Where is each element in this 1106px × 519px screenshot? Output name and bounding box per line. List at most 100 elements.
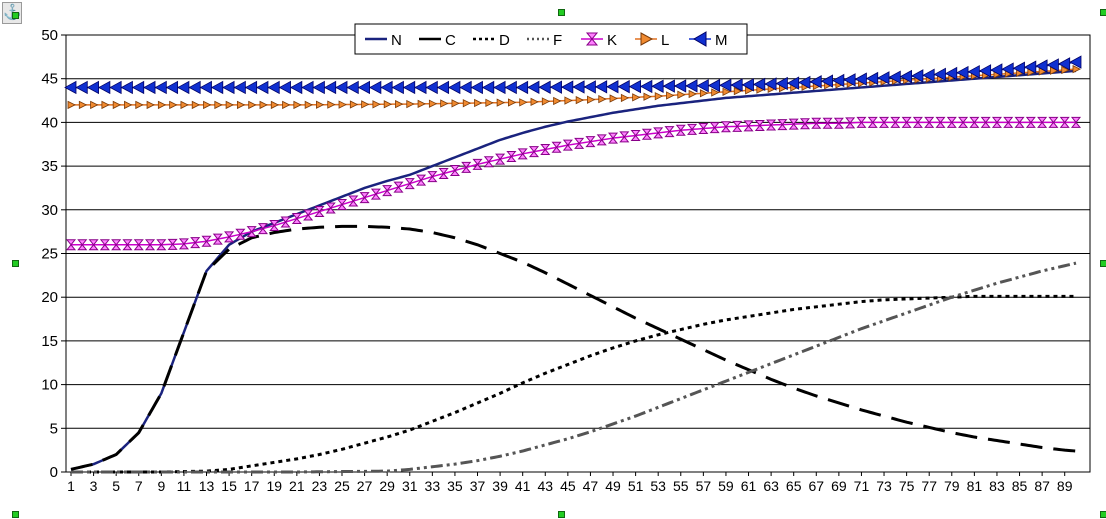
legend-label-C: C (445, 32, 456, 49)
series-K (65, 116, 1082, 251)
data-point-K (325, 202, 336, 214)
data-point-K (1014, 116, 1025, 128)
x-tick-label: 37 (470, 478, 486, 494)
legend-item-L: L (635, 32, 669, 49)
data-point-L (519, 98, 528, 107)
y-tick-label: 0 (50, 464, 58, 481)
resize-handle-bottom-left[interactable] (12, 511, 19, 518)
data-point-K (495, 153, 506, 165)
series-line-C (70, 224, 1077, 471)
data-point-L (169, 100, 178, 110)
data-point-K (743, 120, 754, 132)
data-point-K (133, 239, 144, 251)
data-point-L (338, 100, 347, 109)
data-point-K (77, 239, 88, 251)
data-point-K (427, 171, 438, 183)
data-point-K (777, 119, 788, 131)
x-tick-label: 49 (605, 478, 621, 494)
data-point-L (541, 97, 551, 106)
legend-box (354, 23, 748, 55)
data-point-M (820, 74, 833, 88)
series-line-F (71, 261, 1077, 474)
data-point-L (383, 100, 393, 109)
data-point-L (733, 86, 743, 96)
x-tick-label: 57 (696, 478, 712, 494)
data-point-K (551, 141, 562, 153)
legend-label-M: M (715, 32, 728, 49)
x-tick-label: 71 (854, 478, 870, 494)
x-tick-label: 29 (379, 478, 395, 494)
data-point-L (180, 100, 189, 110)
data-point-K (901, 116, 912, 128)
data-point-L (1061, 65, 1070, 75)
x-tick-label: 53 (650, 478, 666, 494)
data-point-K (630, 130, 641, 142)
data-point-L (598, 94, 607, 104)
legend-item-M: M (689, 31, 728, 49)
series-F (71, 261, 1077, 474)
data-point-K (506, 150, 517, 162)
x-tick-label: 55 (673, 478, 689, 494)
data-point-K (1025, 116, 1036, 128)
x-tick-label: 63 (763, 478, 779, 494)
data-point-K (641, 128, 652, 140)
data-point-K (664, 126, 675, 138)
x-tick-label: 25 (334, 478, 350, 494)
resize-handle-top-left[interactable] (12, 12, 19, 19)
resize-handle-top-right[interactable] (1100, 9, 1106, 16)
resize-handle-left-middle[interactable] (12, 260, 19, 267)
x-tick-label: 35 (447, 478, 463, 494)
data-point-L (327, 100, 336, 109)
data-point-K (574, 137, 585, 149)
data-point-M (990, 63, 1003, 77)
data-point-K (359, 192, 370, 204)
data-point-M (877, 71, 890, 85)
data-point-L (372, 100, 381, 109)
data-point-M (956, 65, 969, 80)
resize-handle-bottom-center[interactable] (558, 511, 565, 518)
data-point-M (1023, 60, 1037, 74)
data-point-K (167, 238, 178, 250)
data-point-L (417, 99, 426, 109)
data-point-K (980, 116, 991, 128)
x-tick-label: 75 (899, 478, 915, 494)
data-point-L (485, 98, 494, 107)
data-point-K (246, 226, 257, 238)
y-tick-label: 20 (41, 289, 58, 306)
data-point-M (786, 76, 800, 90)
data-point-K (65, 239, 77, 251)
data-point-K (698, 123, 709, 135)
data-point-K (969, 116, 980, 128)
data-point-K (766, 119, 777, 131)
data-point-L (191, 100, 201, 110)
x-tick-label: 13 (199, 478, 215, 494)
data-point-K (393, 181, 404, 193)
data-point-K (619, 131, 630, 143)
data-point-L (643, 92, 652, 101)
data-point-K (799, 118, 811, 130)
data-point-K (382, 185, 393, 197)
data-point-M (922, 68, 935, 82)
data-point-K (224, 231, 235, 243)
x-tick-label: 79 (944, 478, 960, 494)
y-tick-label: 15 (41, 333, 58, 350)
data-point-L (1072, 64, 1081, 74)
x-tick-label: 5 (112, 478, 120, 494)
resize-handle-top-center[interactable] (558, 9, 565, 16)
data-point-K (845, 117, 856, 129)
data-point-K (438, 168, 449, 180)
y-tick-label: 30 (41, 202, 58, 219)
legend-label-D: D (499, 32, 510, 49)
data-point-L (722, 87, 731, 96)
resize-handle-right-middle[interactable] (1100, 260, 1106, 267)
data-point-L (225, 100, 234, 110)
data-point-K (178, 238, 189, 250)
data-point-L (587, 95, 596, 104)
data-point-M (843, 73, 856, 87)
x-tick-label: 27 (357, 478, 373, 494)
data-point-K (856, 116, 867, 128)
resize-handle-bottom-right[interactable] (1100, 511, 1106, 518)
data-point-L (304, 100, 314, 109)
